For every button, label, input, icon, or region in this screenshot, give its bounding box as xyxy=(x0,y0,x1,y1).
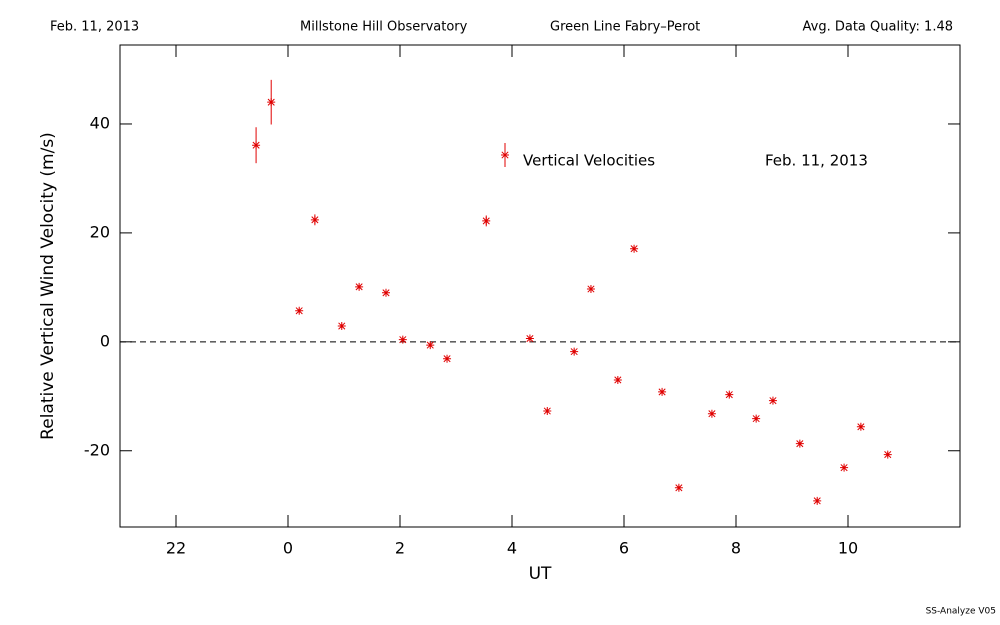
legend-label: Vertical Velocities xyxy=(523,152,655,170)
point xyxy=(658,387,667,396)
header-instrument: Green Line Fabry–Perot xyxy=(550,20,700,35)
y-tick-label: -20 xyxy=(84,440,110,459)
header-date: Feb. 11, 2013 xyxy=(50,20,139,35)
point xyxy=(725,390,734,399)
footer: SS-Analyze V05 xyxy=(926,607,996,617)
point xyxy=(856,422,865,431)
annotation: Feb. 11, 2013 xyxy=(765,152,868,170)
legend-symbol xyxy=(501,143,509,167)
point xyxy=(267,98,276,107)
point xyxy=(543,406,552,415)
x-tick-label: 2 xyxy=(395,539,405,558)
point xyxy=(752,414,761,423)
point xyxy=(813,496,822,505)
x-axis-label: UT xyxy=(529,564,552,584)
x-tick-label: 10 xyxy=(838,539,858,558)
point xyxy=(795,439,804,448)
point xyxy=(337,322,346,331)
point xyxy=(398,335,407,344)
plot-frame xyxy=(119,44,961,528)
point xyxy=(613,375,622,384)
point xyxy=(674,483,683,492)
point xyxy=(525,334,534,343)
header-site: Millstone Hill Observatory xyxy=(300,20,468,35)
header-quality: Avg. Data Quality: 1.48 xyxy=(803,20,953,35)
point xyxy=(586,284,595,293)
y-tick-label: 20 xyxy=(90,222,110,241)
point xyxy=(707,409,716,418)
point xyxy=(426,341,435,350)
point xyxy=(252,141,261,150)
y-tick-label: 0 xyxy=(100,331,110,350)
x-tick-label: 8 xyxy=(731,539,741,558)
x-tick-label: 6 xyxy=(619,539,629,558)
point xyxy=(840,463,849,472)
x-tick-label: 22 xyxy=(166,539,186,558)
point xyxy=(295,306,304,315)
point xyxy=(443,354,452,363)
point xyxy=(482,216,491,225)
point xyxy=(883,450,892,459)
point xyxy=(310,215,319,224)
x-tick-label: 4 xyxy=(507,539,517,558)
y-axis-label: Relative Vertical Wind Velocity (m/s) xyxy=(38,132,58,440)
point xyxy=(768,396,777,405)
point xyxy=(630,244,639,253)
point xyxy=(570,347,579,356)
x-tick-label: 0 xyxy=(283,539,293,558)
point xyxy=(355,282,364,291)
point xyxy=(382,288,390,297)
y-tick-label: 40 xyxy=(90,113,110,132)
